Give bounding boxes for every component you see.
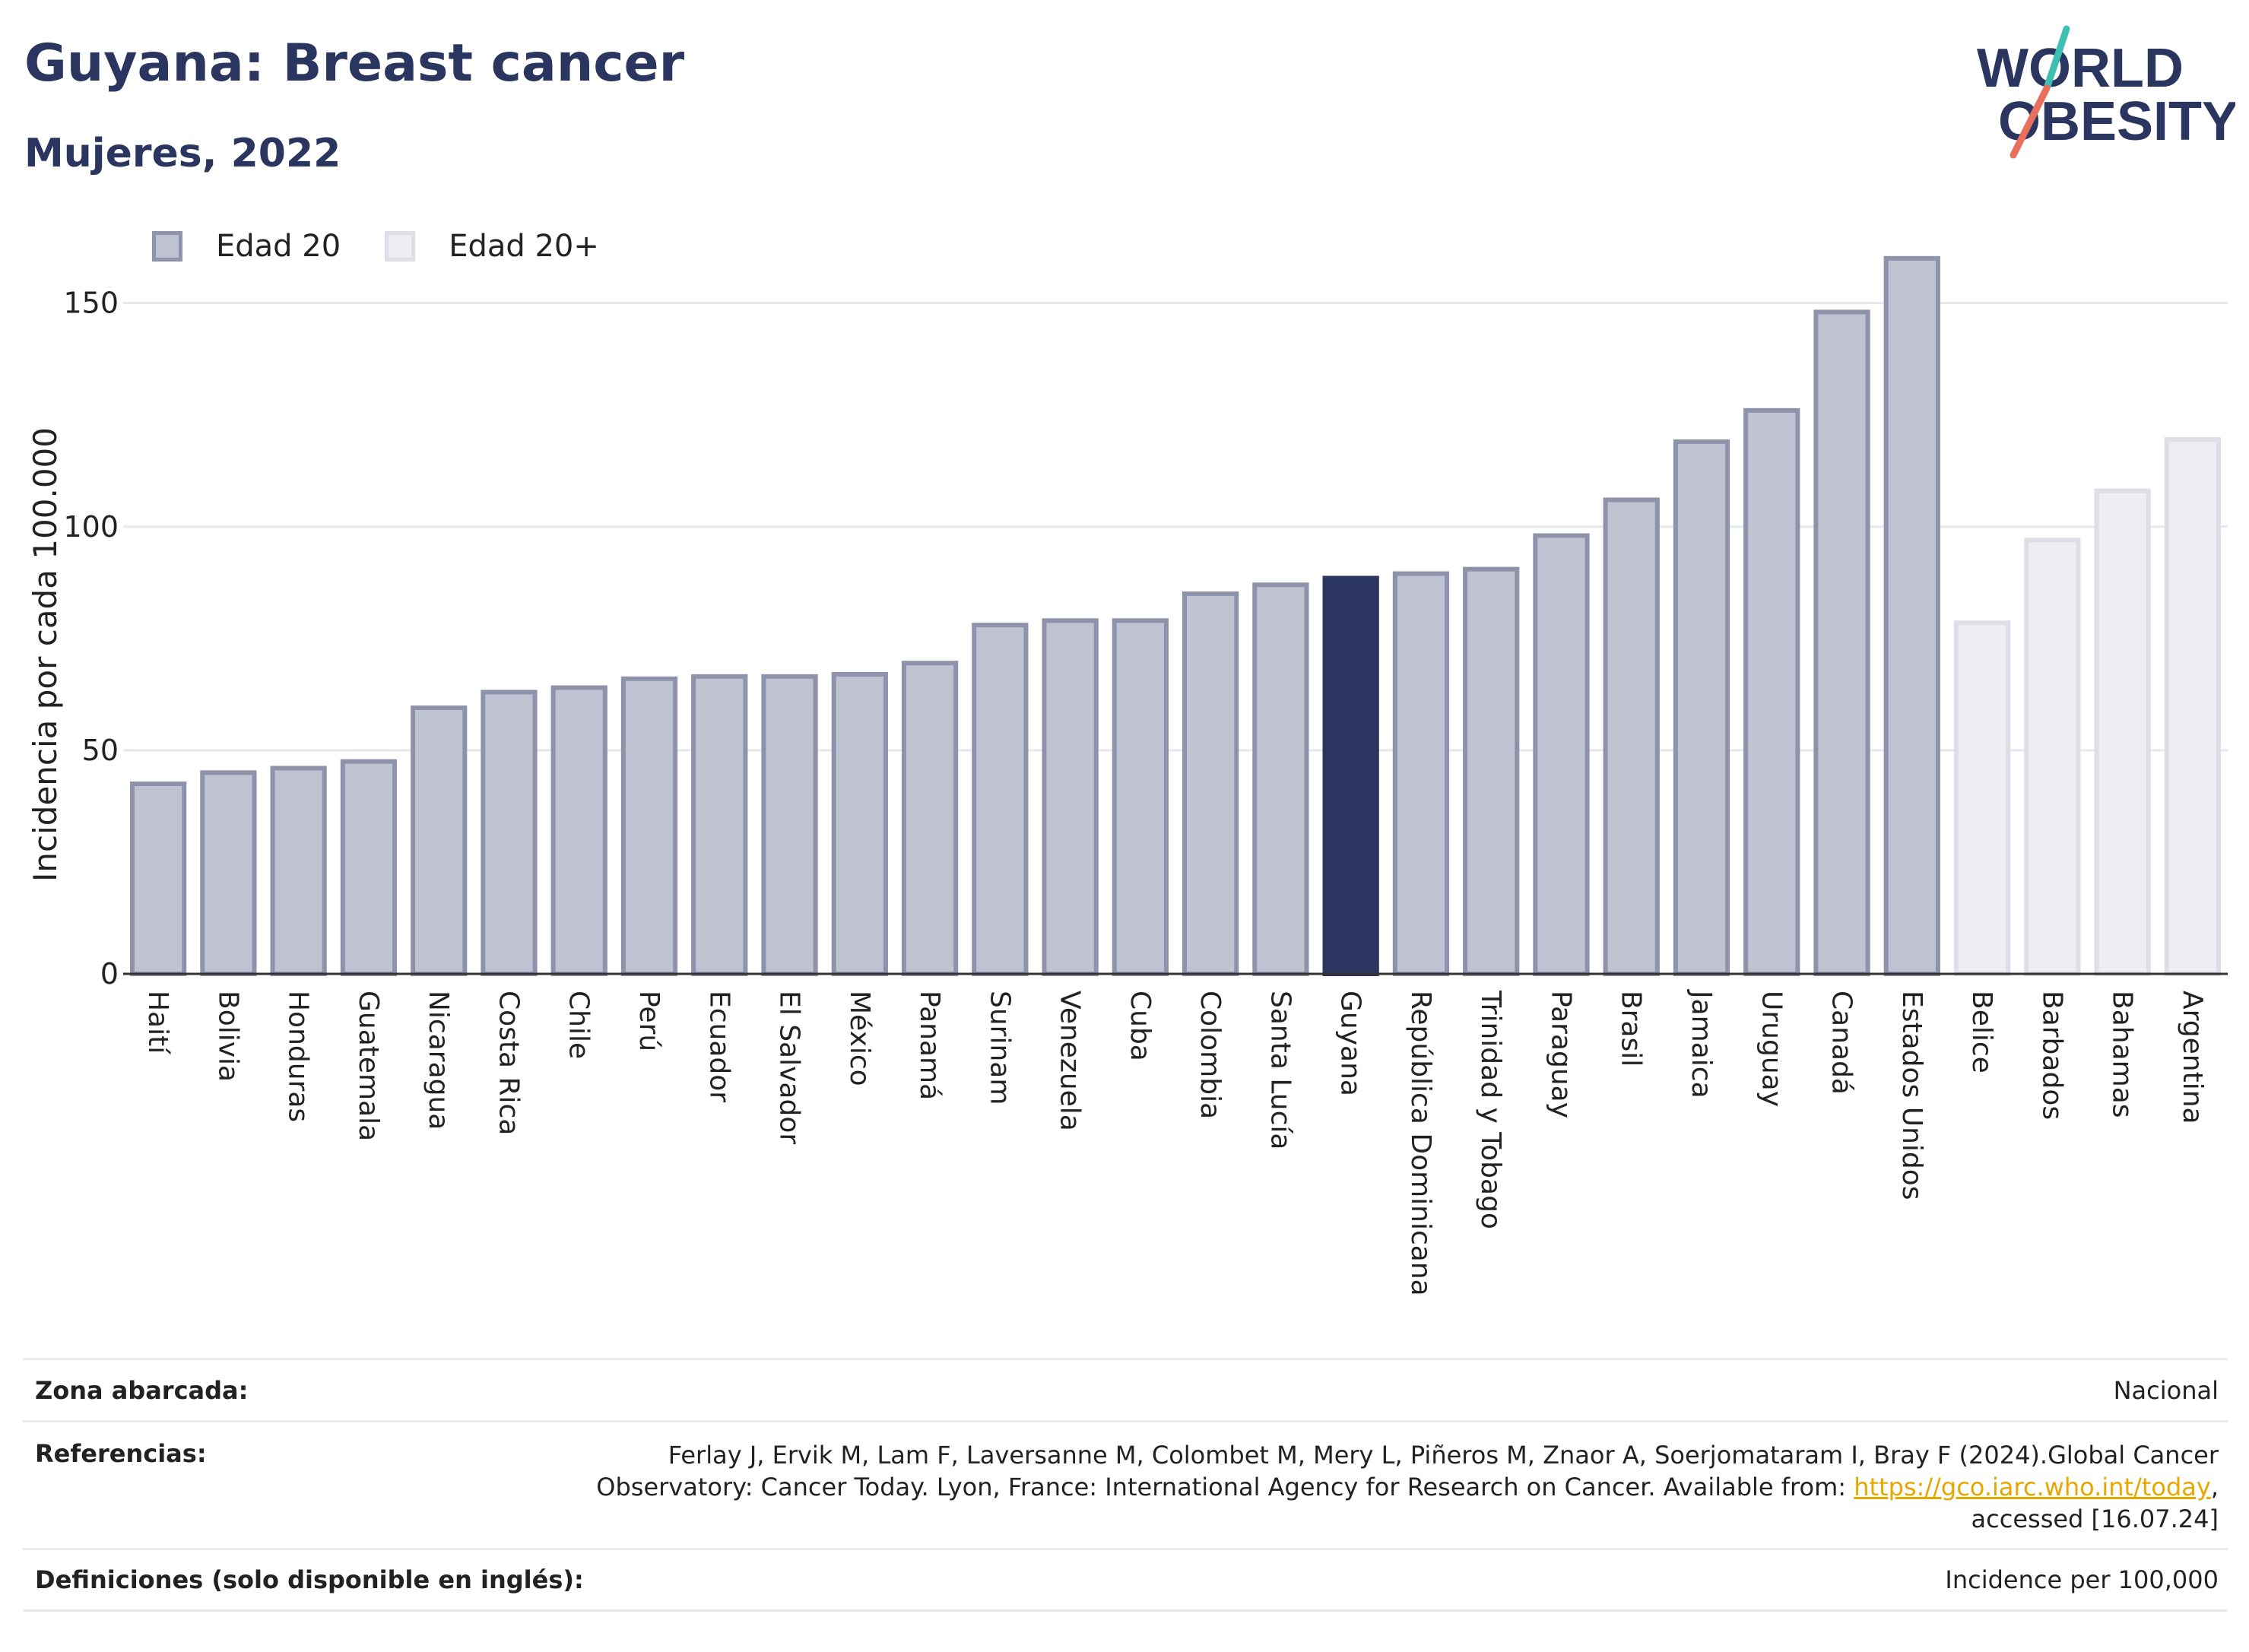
- bar[interactable]: [129, 782, 187, 976]
- bar[interactable]: [2094, 488, 2151, 976]
- bar[interactable]: [1533, 533, 1590, 976]
- x-category-label: Canadá: [1826, 991, 1857, 1095]
- ref-line1: Ferlay J, Ervik M, Lam F, Laversanne M, …: [668, 1441, 2219, 1470]
- bar[interactable]: [2024, 537, 2081, 976]
- x-category-label: Honduras: [283, 991, 314, 1122]
- legend-label-age20: Edad 20: [216, 229, 341, 264]
- bar[interactable]: [1603, 497, 1660, 976]
- legend-label-age20plus: Edad 20+: [449, 229, 599, 264]
- x-category-label: Uruguay: [1756, 991, 1787, 1107]
- zona-value: Nacional: [2113, 1375, 2219, 1405]
- x-category-label: Trinidad y Tobago: [1475, 990, 1506, 1229]
- x-category-label: Ecuador: [703, 991, 734, 1102]
- legend-swatch-age20plus: [385, 231, 416, 262]
- x-category-label: Bolivia: [212, 991, 243, 1082]
- bar[interactable]: [1392, 571, 1450, 976]
- ref-link[interactable]: https://gco.iarc.who.int/today: [1854, 1473, 2211, 1501]
- x-category-label: Argentina: [2177, 991, 2208, 1124]
- zona-label: Zona abarcada:: [35, 1375, 249, 1405]
- chart-title: Guyana: Breast cancer: [24, 33, 685, 94]
- y-axis-ticks: 0 50 100 150: [63, 287, 119, 991]
- x-category-label: República Dominicana: [1405, 991, 1436, 1296]
- x-category-label: Haití: [142, 991, 173, 1054]
- x-category-label: Estados Unidos: [1896, 991, 1927, 1200]
- meta-row-zona: Zona abarcada: Nacional: [23, 1358, 2228, 1420]
- x-category-label: El Salvador: [774, 991, 805, 1144]
- x-category-label: Perú: [633, 991, 665, 1051]
- def-label: Definiciones (solo disponible en inglés)…: [35, 1565, 584, 1594]
- bar-chart: 0 50 100 150 Haití Bolivia Honduras Guatemala N…: [27, 255, 2228, 1296]
- bar[interactable]: [550, 685, 607, 976]
- metadata-table: Zona abarcada: Nacional Referencias: Fer…: [23, 1358, 2228, 1612]
- bar[interactable]: [340, 759, 398, 977]
- ref-line2-prefix: Observatory: Cancer Today. Lyon, France:…: [596, 1473, 1854, 1501]
- bar[interactable]: [1112, 618, 1169, 976]
- x-category-label: Bahamas: [2107, 991, 2138, 1118]
- bar[interactable]: [761, 674, 818, 977]
- gridlines: [123, 302, 2228, 752]
- world-obesity-logo: WORLD OBESITY: [1977, 25, 2235, 159]
- legend-swatch-age20: [152, 231, 182, 262]
- bar[interactable]: [1673, 439, 1730, 976]
- ref-line3: accessed [16.07.24]: [1971, 1505, 2219, 1533]
- x-category-label: Santa Lucía: [1264, 991, 1296, 1149]
- ref-value: Ferlay J, Ervik M, Lam F, Laversanne M, …: [596, 1439, 2228, 1548]
- x-category-label: Cuba: [1124, 991, 1156, 1061]
- x-axis-categories: Haití Bolivia Honduras Guatemala Nicaragua Co…: [142, 989, 2208, 1296]
- y-axis-title: Incidencia por cada 100.000: [27, 427, 64, 882]
- legend-item-age20[interactable]: Edad 20: [152, 229, 341, 264]
- x-category-label: Brasil: [1616, 991, 1647, 1067]
- ref-line2: Observatory: Cancer Today. Lyon, France:…: [596, 1471, 2219, 1503]
- bar[interactable]: [1322, 576, 1379, 976]
- bar[interactable]: [411, 706, 468, 976]
- x-category-label: Surinam: [984, 991, 1015, 1105]
- logo-line1: WORLD: [1977, 38, 2184, 99]
- bar[interactable]: [2164, 437, 2222, 976]
- chart-legend: Edad 20 Edad 20+: [152, 225, 643, 268]
- x-category-label: Belice: [1966, 991, 1997, 1073]
- meta-row-definiciones: Definiciones (solo disponible en inglés)…: [23, 1548, 2228, 1612]
- meta-row-referencias: Referencias: Ferlay J, Ervik M, Lam F, L…: [23, 1420, 2228, 1548]
- bar[interactable]: [200, 770, 257, 976]
- y-tick-label: 50: [82, 734, 119, 767]
- chart-subtitle: Mujeres, 2022: [24, 131, 341, 176]
- y-tick-label: 0: [100, 957, 119, 991]
- bar[interactable]: [831, 671, 888, 976]
- x-category-label: Paraguay: [1545, 991, 1576, 1118]
- bar[interactable]: [270, 766, 327, 976]
- bar[interactable]: [1813, 309, 1870, 977]
- bar[interactable]: [691, 674, 748, 977]
- x-category-label: Costa Rica: [493, 991, 524, 1135]
- bar[interactable]: [1463, 566, 1520, 976]
- bar[interactable]: [1252, 582, 1309, 976]
- bar[interactable]: [1182, 591, 1239, 976]
- bar[interactable]: [901, 661, 959, 976]
- x-category-label: Barbados: [2036, 991, 2067, 1120]
- y-tick-label: 100: [63, 510, 119, 544]
- x-category-label: Guyana: [1335, 991, 1366, 1096]
- x-category-label: Panamá: [914, 991, 945, 1100]
- bar[interactable]: [1042, 618, 1099, 976]
- x-category-label: México: [844, 991, 875, 1086]
- x-category-label: Guatemala: [353, 991, 384, 1141]
- x-category-label: Jamaica: [1686, 989, 1717, 1099]
- bar[interactable]: [1743, 407, 1800, 976]
- bar[interactable]: [620, 676, 678, 976]
- ref-line2-suffix: ,: [2210, 1473, 2219, 1501]
- bar[interactable]: [481, 690, 538, 976]
- bars: [129, 255, 2222, 977]
- x-category-label: Nicaragua: [423, 991, 454, 1130]
- x-category-label: Venezuela: [1055, 991, 1086, 1131]
- x-category-label: Chile: [563, 991, 595, 1059]
- legend-item-age20plus[interactable]: Edad 20+: [385, 229, 599, 264]
- x-category-label: Colombia: [1194, 991, 1226, 1119]
- bar[interactable]: [1883, 255, 1940, 976]
- y-tick-label: 150: [63, 287, 119, 320]
- ref-label: Referencias:: [35, 1439, 207, 1468]
- def-value: Incidence per 100,000: [1945, 1565, 2219, 1594]
- bar[interactable]: [1953, 620, 2011, 976]
- bar[interactable]: [972, 623, 1029, 976]
